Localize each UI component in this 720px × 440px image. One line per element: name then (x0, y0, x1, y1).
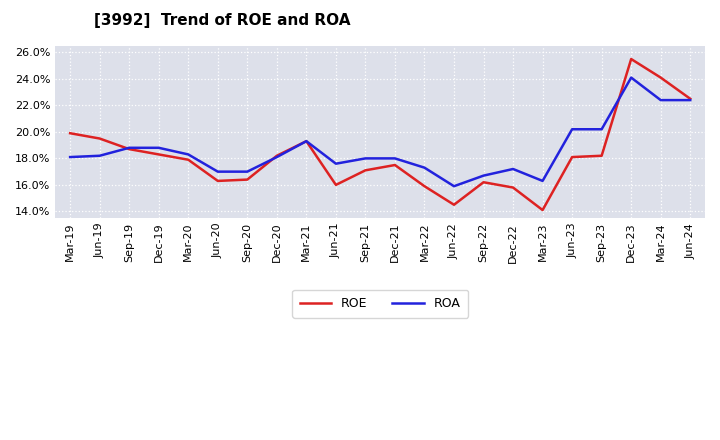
ROE (657, 75, 665, 80)
ROA (332, 161, 341, 166)
ROE (272, 153, 281, 158)
ROE (686, 96, 695, 102)
ROA (450, 183, 459, 189)
ROE (480, 180, 488, 185)
ROA (302, 139, 310, 144)
ROA (627, 75, 636, 80)
ROE (420, 183, 429, 189)
ROE (184, 157, 192, 162)
ROE (154, 152, 163, 157)
ROA (66, 154, 74, 160)
ROE (95, 136, 104, 141)
ROA (657, 98, 665, 103)
ROA (686, 98, 695, 103)
ROE (332, 182, 341, 187)
ROA (361, 156, 370, 161)
ROA (480, 173, 488, 178)
Line: ROA: ROA (70, 77, 690, 186)
Line: ROE: ROE (70, 59, 690, 210)
ROA (272, 154, 281, 160)
Text: [3992]  Trend of ROE and ROA: [3992] Trend of ROE and ROA (94, 13, 350, 28)
ROE (243, 177, 251, 182)
ROA (420, 165, 429, 170)
ROA (539, 178, 547, 183)
ROE (568, 154, 577, 160)
ROE (361, 168, 370, 173)
ROE (450, 202, 459, 207)
ROA (184, 152, 192, 157)
ROE (66, 131, 74, 136)
ROA (598, 127, 606, 132)
ROE (302, 139, 310, 144)
ROA (125, 145, 133, 150)
ROE (509, 185, 518, 190)
ROE (213, 178, 222, 183)
ROE (125, 147, 133, 152)
ROA (509, 166, 518, 172)
ROE (598, 153, 606, 158)
ROE (539, 207, 547, 213)
ROA (391, 156, 400, 161)
ROA (95, 153, 104, 158)
ROA (243, 169, 251, 174)
ROA (213, 169, 222, 174)
ROA (568, 127, 577, 132)
ROE (391, 162, 400, 168)
ROA (154, 145, 163, 150)
ROE (627, 56, 636, 62)
Legend: ROE, ROA: ROE, ROA (292, 290, 468, 318)
